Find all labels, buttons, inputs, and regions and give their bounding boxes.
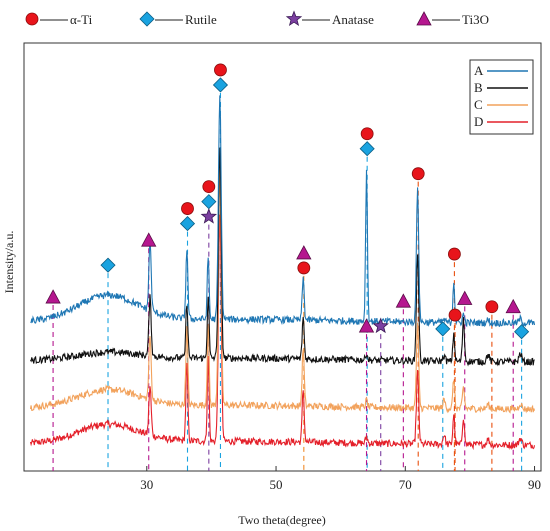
series-legend-label: B [474, 80, 483, 95]
phase-legend: α-Ti Rutile Anatase Ti3O [25, 10, 489, 27]
x-axis-label: Two theta(degree) [238, 513, 325, 527]
series-legend-label: C [474, 97, 483, 112]
diamond-peak-marker [179, 216, 196, 232]
circle-legend-icon [25, 12, 39, 26]
circle-peak-marker [411, 167, 425, 181]
series-legend-label: A [474, 63, 484, 78]
phase-legend-label: Ti3O [462, 12, 489, 27]
circle-peak-marker [214, 63, 227, 77]
series-line-c [29, 169, 536, 414]
x-tick-label: 70 [399, 477, 412, 492]
diamond-peak-marker [100, 257, 116, 273]
triangle-peak-marker [141, 232, 157, 247]
circle-peak-marker [485, 300, 499, 314]
diamond-peak-marker [201, 194, 217, 210]
circle-peak-marker [448, 247, 461, 261]
phase-legend-item: α-Ti [25, 12, 93, 27]
plot-frame [23, 42, 542, 472]
phase-legend-item: Anatase [285, 10, 374, 27]
diamond-peak-marker [212, 77, 229, 93]
circle-peak-marker [202, 180, 216, 194]
series-lines [29, 95, 536, 451]
phase-legend-label: Anatase [332, 12, 374, 27]
circle-peak-marker [448, 308, 462, 322]
triangle-peak-marker [457, 290, 473, 305]
star-peak-marker [372, 317, 389, 334]
star-legend-icon [285, 10, 303, 26]
series-line-d [29, 214, 536, 451]
triangle-peak-marker [45, 289, 61, 304]
diamond-peak-marker [514, 324, 530, 340]
y-axis-label: Intensity/a.u. [2, 231, 16, 294]
triangle-legend-icon [416, 11, 432, 26]
diamond-peak-marker [435, 321, 451, 337]
triangle-peak-marker [358, 318, 375, 333]
phase-legend-label: Rutile [185, 12, 217, 27]
phase-legend-item: Ti3O [416, 11, 489, 27]
series-line-a [30, 95, 536, 328]
reference-lines [52, 92, 523, 471]
series-legend-label: D [474, 114, 483, 129]
phase-legend-label: α-Ti [70, 12, 93, 27]
diamond-peak-marker [359, 141, 375, 157]
triangle-peak-marker [395, 293, 412, 308]
triangle-peak-marker [296, 245, 312, 260]
circle-peak-marker [297, 261, 311, 275]
diamond-legend-icon [139, 11, 155, 27]
x-tick-label: 90 [528, 477, 541, 492]
x-axis-ticks: 30 50 70 90 [140, 466, 541, 492]
triangle-peak-marker [505, 298, 521, 314]
peak-markers [45, 63, 530, 340]
star-peak-marker [200, 208, 218, 224]
x-tick-label: 50 [270, 477, 283, 492]
phase-legend-item: Rutile [139, 11, 217, 27]
x-tick-label: 30 [140, 477, 153, 492]
circle-peak-marker [360, 127, 374, 141]
series-line-b [30, 147, 535, 367]
circle-peak-marker [181, 202, 194, 215]
